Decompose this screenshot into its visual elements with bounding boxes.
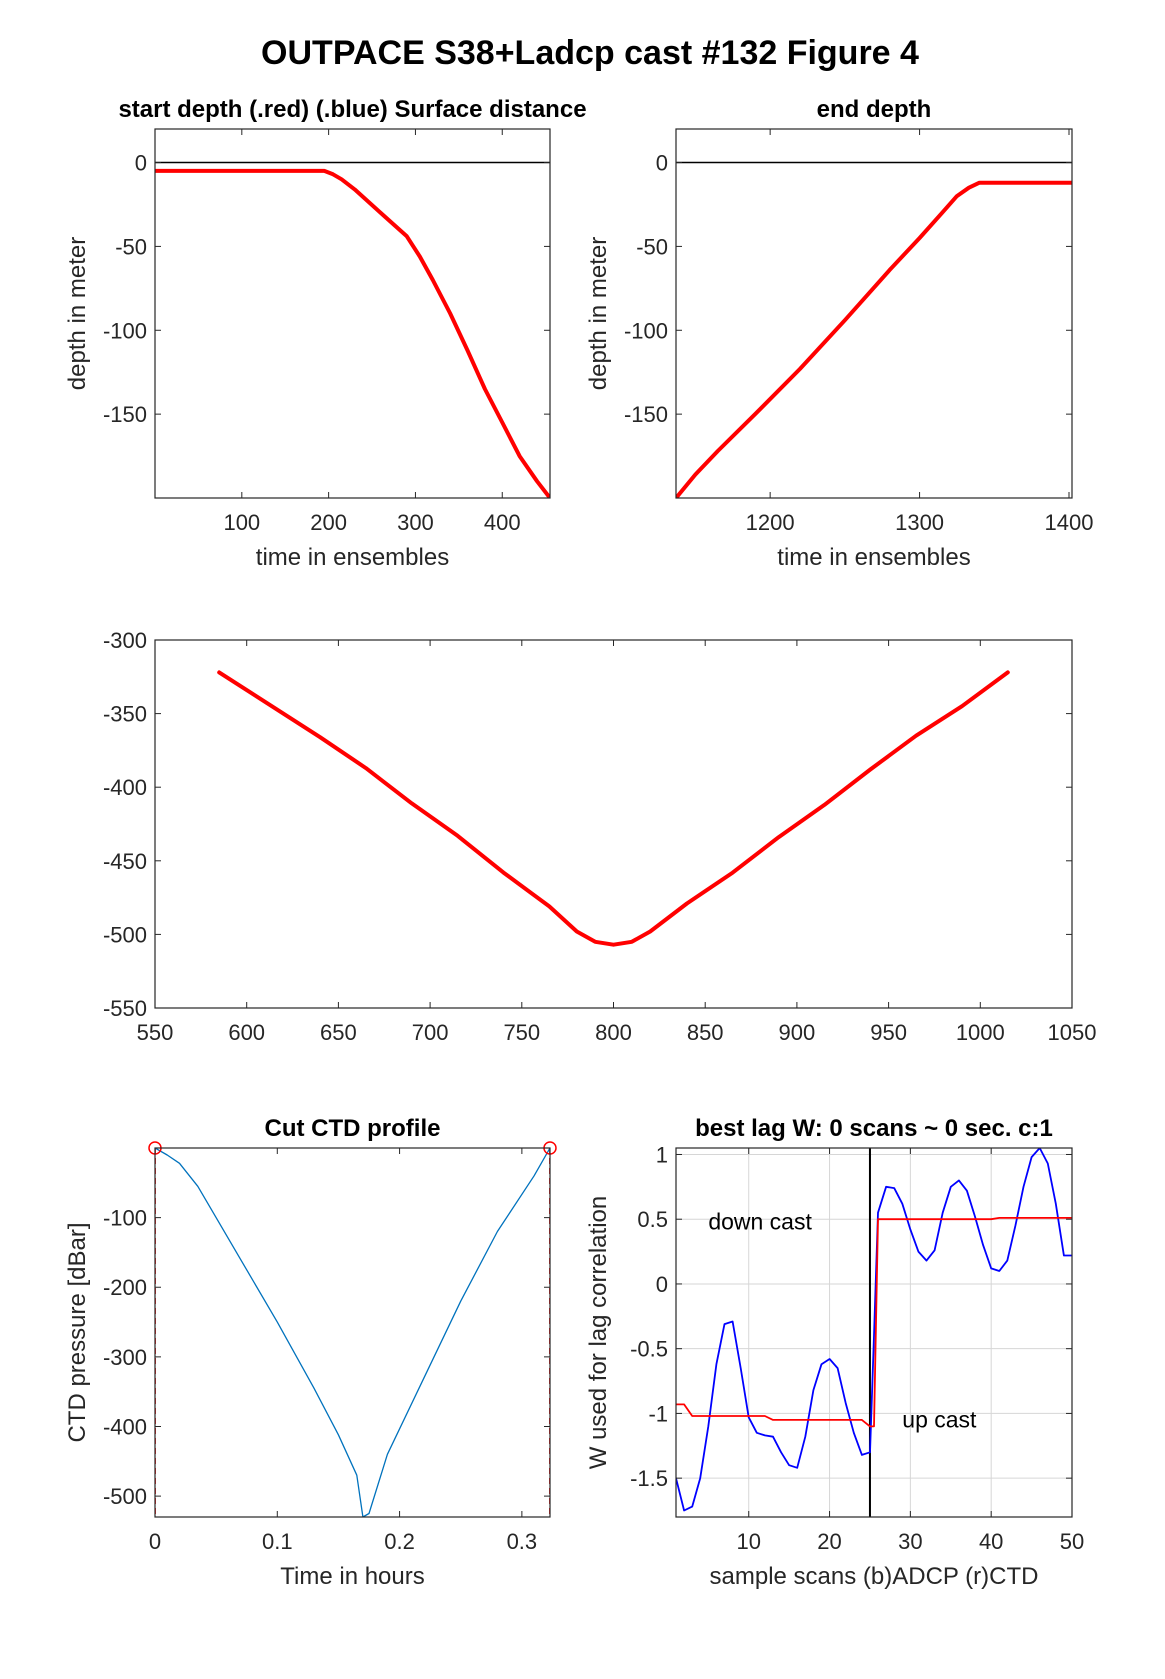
x-tick-label: 700 xyxy=(412,1020,449,1045)
axes-box xyxy=(154,128,551,499)
series-line-0 xyxy=(155,168,550,498)
y-tick-label: -1.5 xyxy=(630,1466,668,1491)
x-tick-label: 50 xyxy=(1060,1529,1084,1554)
x-tick-label: 20 xyxy=(817,1529,841,1554)
plot-inner xyxy=(155,1148,550,1517)
annotation-label: down cast xyxy=(708,1209,812,1235)
x-tick-label: 1000 xyxy=(956,1020,1005,1045)
y-tick-label: 0.5 xyxy=(637,1207,668,1232)
y-tick-label: 0 xyxy=(656,1272,668,1297)
y-tick-label: 0 xyxy=(135,151,147,176)
chart-ctd: 0 0.1 0.2 0.3 -100 -200 -300 -400 -500 Cut CTD pr… xyxy=(64,1115,557,1590)
axes-box xyxy=(154,1147,551,1518)
y-tick-label: -150 xyxy=(103,402,147,427)
x-tick-label: 300 xyxy=(397,510,434,535)
y-tick-label: -200 xyxy=(103,1275,147,1300)
y-tick-label: -450 xyxy=(103,849,147,874)
y-tick-label: -300 xyxy=(103,628,147,653)
y-tick-label: -400 xyxy=(103,775,147,800)
x-tick-label: 1300 xyxy=(895,510,944,535)
plot-area xyxy=(155,129,550,498)
y-tick-label: -300 xyxy=(103,1345,147,1370)
y-tick-label: -350 xyxy=(103,702,147,727)
plot-area xyxy=(676,129,1072,498)
axes-box xyxy=(675,128,1073,499)
y-tick-label: -1 xyxy=(648,1401,668,1426)
y-tick-label: -150 xyxy=(624,402,668,427)
x-tick-label: 1200 xyxy=(746,510,795,535)
plot-area xyxy=(155,640,1072,1008)
x-tick-label: 0 xyxy=(149,1529,161,1554)
annotation-label: up cast xyxy=(902,1407,977,1433)
series-line-1 xyxy=(676,1217,1072,1428)
x-tick-label: 900 xyxy=(779,1020,816,1045)
y-axis-label: depth in meter xyxy=(64,237,91,390)
figure-title: OUTPACE S38+Ladcp cast #132 Figure 4 xyxy=(261,34,919,72)
y-tick-label: 1 xyxy=(656,1142,668,1167)
y-tick-label: -500 xyxy=(103,922,147,947)
y-tick-label: -50 xyxy=(636,234,668,259)
x-tick-label: 750 xyxy=(503,1020,540,1045)
y-axis-label: depth in meter xyxy=(585,237,612,390)
axes-box xyxy=(675,1147,1073,1518)
y-tick-label: -100 xyxy=(624,318,668,343)
x-tick-label: 10 xyxy=(736,1529,760,1554)
y-tick-label: -100 xyxy=(103,318,147,343)
y-tick-label: -550 xyxy=(103,996,147,1021)
chart-title: end depth xyxy=(817,96,932,123)
x-tick-label: 400 xyxy=(484,510,521,535)
plot-inner xyxy=(217,670,1010,947)
x-tick-label: 850 xyxy=(687,1020,724,1045)
x-tick-label: 40 xyxy=(979,1529,1003,1554)
x-tick-label: 100 xyxy=(223,510,260,535)
x-tick-label: 200 xyxy=(310,510,347,535)
chart-title: best lag W: 0 scans ~ 0 sec. c:1 xyxy=(695,1115,1053,1142)
series-line-0 xyxy=(217,670,1010,947)
chart-end: 1200 1300 1400 0 -50 -100 -150 end depth time in… xyxy=(585,96,1093,571)
x-axis-label: time in ensembles xyxy=(777,544,970,571)
x-axis-label: sample scans (b)ADCP (r)CTD xyxy=(710,1563,1039,1590)
series-line-0 xyxy=(676,1148,1072,1512)
plot-inner xyxy=(676,1148,1072,1517)
x-tick-label: 600 xyxy=(228,1020,265,1045)
plot-inner xyxy=(676,161,1072,498)
series-line-0 xyxy=(155,1148,550,1517)
x-tick-label: 0.2 xyxy=(384,1529,415,1554)
chart-lag: 10 20 30 40 50 1 0.5 0 -0.5 -1 -1.5 best lag W: 0 s… xyxy=(585,1115,1084,1590)
series-line-0 xyxy=(676,180,1072,498)
x-tick-label: 650 xyxy=(320,1020,357,1045)
chart-start: 100 200 300 400 0 -50 -100 -150 start depth (.re… xyxy=(64,96,587,571)
x-tick-label: 1050 xyxy=(1048,1020,1097,1045)
x-tick-label: 0.1 xyxy=(262,1529,293,1554)
x-tick-label: 1400 xyxy=(1045,510,1094,535)
x-tick-label: 30 xyxy=(898,1529,922,1554)
x-tick-label: 950 xyxy=(870,1020,907,1045)
chart-title: start depth (.red) (.blue) Surface dista… xyxy=(118,96,586,123)
plot-area xyxy=(155,1148,550,1517)
y-axis-label: W used for lag correlation xyxy=(585,1196,612,1469)
chart-middle: 550 600 650 700 750 800 850 900 950 1000 1050 -300 -… xyxy=(103,628,1097,1045)
y-tick-label: -0.5 xyxy=(630,1337,668,1362)
plot-inner xyxy=(155,161,550,498)
x-axis-label: time in ensembles xyxy=(256,544,449,571)
x-tick-label: 550 xyxy=(137,1020,174,1045)
y-tick-label: -500 xyxy=(103,1484,147,1509)
y-axis-label: CTD pressure [dBar] xyxy=(64,1222,91,1442)
y-tick-label: -50 xyxy=(115,234,147,259)
chart-title: Cut CTD profile xyxy=(265,1115,441,1142)
y-tick-label: -100 xyxy=(103,1206,147,1231)
y-tick-label: -400 xyxy=(103,1414,147,1439)
y-tick-label: 0 xyxy=(656,151,668,176)
x-tick-label: 800 xyxy=(595,1020,632,1045)
x-axis-label: Time in hours xyxy=(280,1563,425,1590)
x-tick-label: 0.3 xyxy=(507,1529,538,1554)
